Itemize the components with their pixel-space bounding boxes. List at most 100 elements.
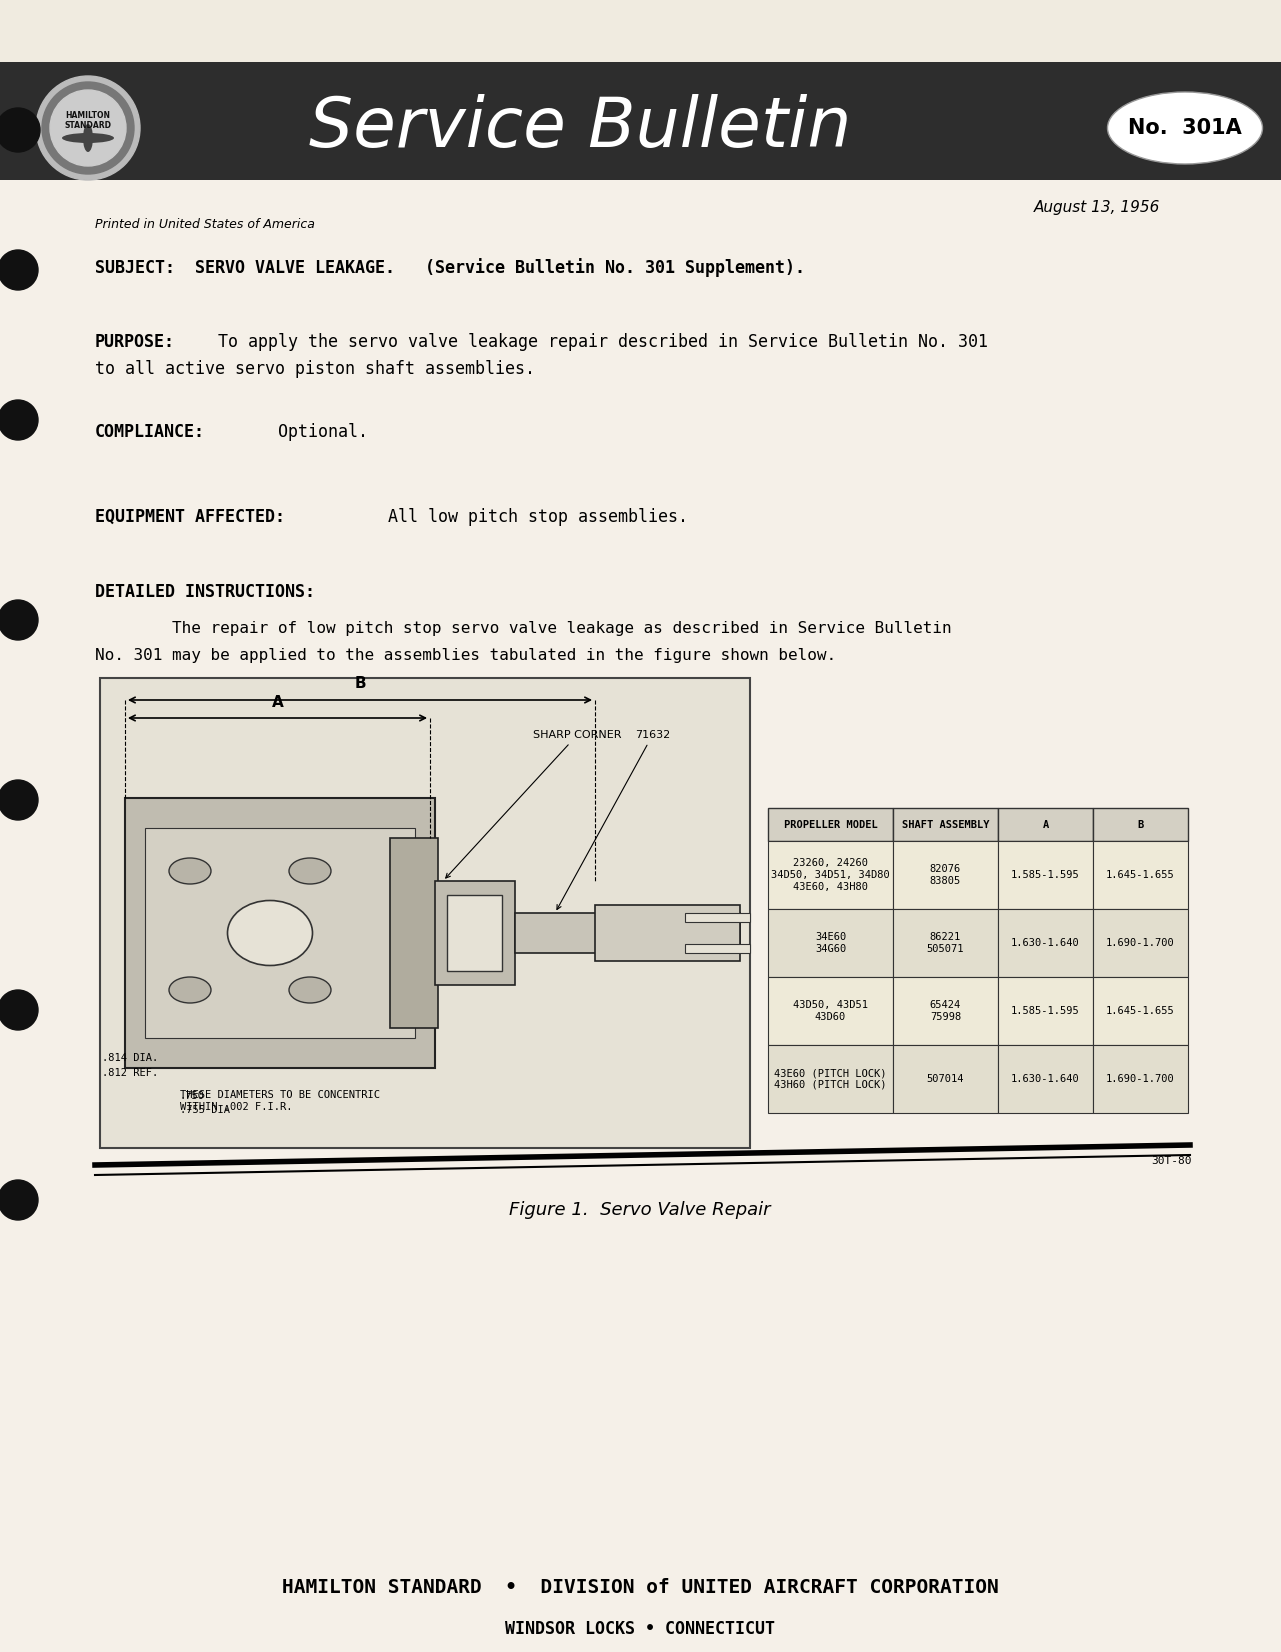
Bar [769,1046,893,1113]
Bar [1093,976,1187,1046]
Circle shape [50,89,126,165]
Bar [685,914,749,922]
Text: Service Bulletin: Service Bulletin [309,94,851,162]
Text: PROPELLER MODEL: PROPELLER MODEL [784,819,877,829]
Bar [389,838,438,1028]
Bar [515,914,740,953]
Text: SHAFT ASSEMBLY: SHAFT ASSEMBLY [902,819,989,829]
Bar [0,63,1281,180]
Text: All low pitch stop assemblies.: All low pitch stop assemblies. [388,509,688,525]
Text: HAMILTON: HAMILTON [65,111,110,121]
Bar [1093,841,1187,909]
Bar [1093,909,1187,976]
Bar [998,976,1093,1046]
Bar [769,841,893,909]
Bar [998,909,1093,976]
Text: .814 DIA.: .814 DIA. [102,1052,159,1062]
Circle shape [0,1180,38,1219]
Ellipse shape [61,134,114,144]
Text: 34E60
34G60: 34E60 34G60 [815,932,847,953]
Circle shape [0,400,38,439]
Text: 1.630-1.640: 1.630-1.640 [1011,938,1080,948]
Bar [1093,808,1187,841]
Bar [769,976,893,1046]
Text: 30T-80: 30T-80 [1152,1156,1193,1166]
Text: Figure 1.  Servo Valve Repair: Figure 1. Servo Valve Repair [510,1201,771,1219]
Text: 1.585-1.595: 1.585-1.595 [1011,871,1080,881]
Text: Optional.: Optional. [278,423,368,441]
Text: .750: .750 [181,1090,205,1100]
Circle shape [0,249,38,291]
Text: B: B [354,676,366,691]
Text: 65424
75998: 65424 75998 [930,999,961,1023]
Text: SHARP CORNER: SHARP CORNER [446,730,621,879]
Ellipse shape [169,857,211,884]
Text: to all active servo piston shaft assemblies.: to all active servo piston shaft assembl… [95,360,535,378]
Text: No.  301A: No. 301A [1129,117,1241,139]
Bar [893,909,998,976]
Bar [685,943,749,953]
Text: 1.690-1.700: 1.690-1.700 [1106,1074,1175,1084]
Bar [998,808,1093,841]
Bar [0,0,1281,64]
Text: 23260, 24260
34D50, 34D51, 34D80
43E60, 43H80: 23260, 24260 34D50, 34D51, 34D80 43E60, … [771,859,890,892]
Circle shape [42,83,135,173]
Text: 507014: 507014 [926,1074,965,1084]
Text: 1.690-1.700: 1.690-1.700 [1106,938,1175,948]
Circle shape [0,990,38,1029]
Bar [594,905,740,961]
Circle shape [36,76,140,180]
Text: .755 DIA: .755 DIA [181,1105,231,1115]
Text: .812 REF.: .812 REF. [102,1067,159,1079]
Bar [893,841,998,909]
Bar [436,881,515,985]
Ellipse shape [83,124,94,152]
Circle shape [0,107,40,152]
Text: 1.630-1.640: 1.630-1.640 [1011,1074,1080,1084]
Bar [769,909,893,976]
Bar [126,798,436,1067]
Circle shape [0,600,38,639]
Ellipse shape [290,857,330,884]
Ellipse shape [228,900,313,965]
Text: PURPOSE:: PURPOSE: [95,334,175,350]
Text: DETAILED INSTRUCTIONS:: DETAILED INSTRUCTIONS: [95,583,315,601]
Bar [998,1046,1093,1113]
Text: 86221
505071: 86221 505071 [926,932,965,953]
Text: 1.645-1.655: 1.645-1.655 [1106,871,1175,881]
Text: 82076
83805: 82076 83805 [930,864,961,885]
Ellipse shape [1108,93,1263,164]
Text: To apply the servo valve leakage repair described in Service Bulletin No. 301: To apply the servo valve leakage repair … [218,334,988,350]
Ellipse shape [290,976,330,1003]
Text: Printed in United States of America: Printed in United States of America [95,218,315,231]
Ellipse shape [169,976,211,1003]
Text: A: A [1043,819,1049,829]
Bar [893,808,998,841]
Text: COMPLIANCE:: COMPLIANCE: [95,423,205,441]
Bar [769,808,893,841]
Bar [1093,1046,1187,1113]
Text: 1.645-1.655: 1.645-1.655 [1106,1006,1175,1016]
Circle shape [0,780,38,819]
Text: WINDSOR LOCKS • CONNECTICUT: WINDSOR LOCKS • CONNECTICUT [505,1621,775,1639]
Bar [893,976,998,1046]
Text: A: A [272,695,283,710]
Text: No. 301 may be applied to the assemblies tabulated in the figure shown below.: No. 301 may be applied to the assemblies… [95,648,836,662]
Text: EQUIPMENT AFFECTED:: EQUIPMENT AFFECTED: [95,509,284,525]
Text: STANDARD: STANDARD [64,121,111,129]
Bar [145,828,415,1037]
Text: 43D50, 43D51
43D60: 43D50, 43D51 43D60 [793,999,869,1023]
Text: 43E60 (PITCH LOCK)
43H60 (PITCH LOCK): 43E60 (PITCH LOCK) 43H60 (PITCH LOCK) [774,1069,886,1090]
Bar [447,895,502,971]
Text: August 13, 1956: August 13, 1956 [1034,200,1161,215]
Bar [998,841,1093,909]
Text: The repair of low pitch stop servo valve leakage as described in Service Bulleti: The repair of low pitch stop servo valve… [95,621,952,636]
Bar [893,1046,998,1113]
Bar [100,677,749,1148]
Text: SUBJECT:  SERVO VALVE LEAKAGE.   (Service Bulletin No. 301 Supplement).: SUBJECT: SERVO VALVE LEAKAGE. (Service B… [95,258,804,278]
Text: B: B [1138,819,1144,829]
Text: HAMILTON STANDARD  •  DIVISION of UNITED AIRCRAFT CORPORATION: HAMILTON STANDARD • DIVISION of UNITED A… [282,1578,998,1597]
Text: 1.585-1.595: 1.585-1.595 [1011,1006,1080,1016]
Text: THESE DIAMETERS TO BE CONCENTRIC
WITHIN .002 F.I.R.: THESE DIAMETERS TO BE CONCENTRIC WITHIN … [181,1090,380,1112]
Text: 71632: 71632 [557,730,670,910]
